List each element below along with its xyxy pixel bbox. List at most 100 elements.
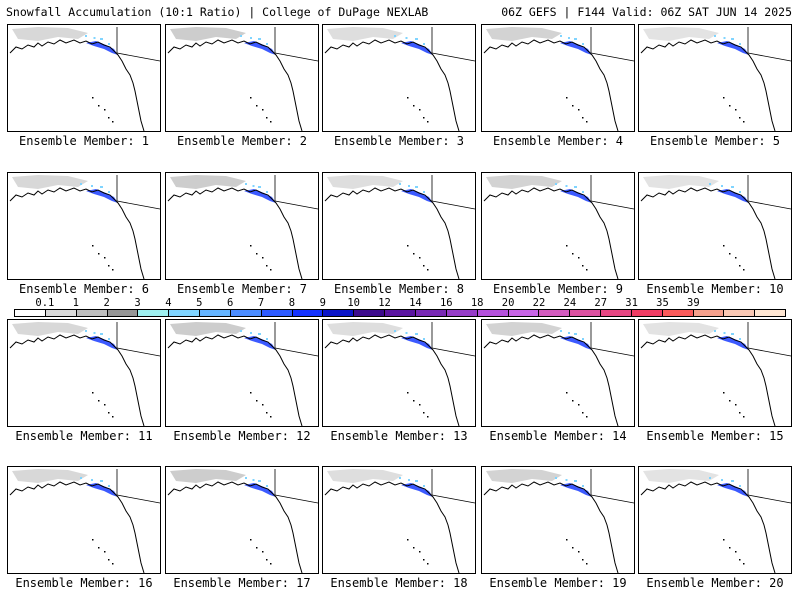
map-svg [483,322,634,426]
legend-swatch [446,310,478,316]
island [566,97,568,99]
snow-area-heavy [244,336,276,350]
map-svg [483,469,634,573]
snow-area-light [12,175,88,189]
island [582,265,584,267]
ensemble-member-label: Ensemble Member: 18 [330,576,468,590]
snow-area-heavy [401,41,433,55]
island [98,547,100,549]
ensemble-member-map-4 [481,24,635,132]
island [98,400,100,402]
snow-area-heavy [401,483,433,497]
map-title: Snowfall Accumulation (10:1 Ratio) | Col… [6,5,429,19]
island [723,539,725,541]
coastline [9,334,145,426]
snow-area-heavy [717,483,749,497]
map-svg [640,469,791,573]
island [407,245,409,247]
island [413,105,415,107]
ensemble-member-map-3 [322,24,476,132]
legend-tick-label: 2 [103,297,110,309]
legend-tick-label: 4 [165,297,172,309]
ensemble-member-map-20 [638,466,792,574]
legend-swatch [477,310,509,316]
island [108,559,110,561]
legend-swatch [261,310,293,316]
island [112,121,114,123]
island [250,539,252,541]
ensemble-member-map-14 [481,319,635,427]
ensemble-member-map-19 [481,466,635,574]
snow-area-light [327,469,403,483]
snow-area-light [486,322,562,336]
border-line [747,200,791,210]
model-run-info: 06Z GEFS | F144 Valid: 06Z SAT JUN 14 20… [501,5,792,19]
snow-area-light [12,322,88,336]
island [582,117,584,119]
island [419,404,421,406]
island [735,551,737,553]
island [250,245,252,247]
snow-area-heavy [560,189,592,203]
island [407,392,409,394]
ensemble-member-label: Ensemble Member: 1 [18,134,150,148]
snow-area-light [643,175,719,189]
island [723,97,725,99]
coastline [167,481,303,573]
legend-swatch [415,310,447,316]
ensemble-member-label: Ensemble Member: 3 [333,134,465,148]
island [419,257,421,259]
ensemble-member-map-16 [7,466,161,574]
map-svg [324,469,475,573]
legend-tick-label: 39 [687,297,700,309]
island [735,257,737,259]
legend-swatch [230,310,262,316]
coastline [167,39,303,131]
snowfall-color-legend [14,309,786,317]
island [407,97,409,99]
border-line [116,200,160,210]
legend-tick-label: 14 [409,297,422,309]
legend-tick-label: 5 [196,297,203,309]
snow-area-heavy [86,189,118,203]
snow-area-heavy [86,483,118,497]
island [578,109,580,111]
island [586,416,588,418]
legend-swatch [385,310,416,316]
island [98,105,100,107]
island [250,97,252,99]
island [413,400,415,402]
island [256,105,258,107]
snow-area-heavy [717,41,749,55]
legend-tick-label: 24 [563,297,577,309]
legend-swatch [76,310,108,316]
island [566,539,568,541]
snow-area-light [170,175,246,189]
map-svg [167,322,318,426]
coastline [9,187,145,279]
island [108,412,110,414]
snow-area-light [327,322,403,336]
ensemble-member-label: Ensemble Member: 14 [489,429,627,443]
ensemble-member-map-2 [165,24,319,132]
border-line [747,347,791,357]
island [586,121,588,123]
island [92,245,94,247]
legend-tick-label: 9 [319,297,326,309]
snow-area-light [486,27,562,41]
border-line [274,52,318,62]
map-svg [167,175,318,279]
island [582,412,584,414]
legend-tick-label: 27 [594,297,608,309]
island [266,117,268,119]
island [427,269,429,271]
island [270,563,272,565]
island [256,253,258,255]
map-svg [9,322,160,426]
island [262,109,264,111]
snow-area-light [12,27,88,41]
legend-swatch [601,310,632,316]
snow-area-light [643,469,719,483]
island [112,269,114,271]
border-line [747,494,791,504]
